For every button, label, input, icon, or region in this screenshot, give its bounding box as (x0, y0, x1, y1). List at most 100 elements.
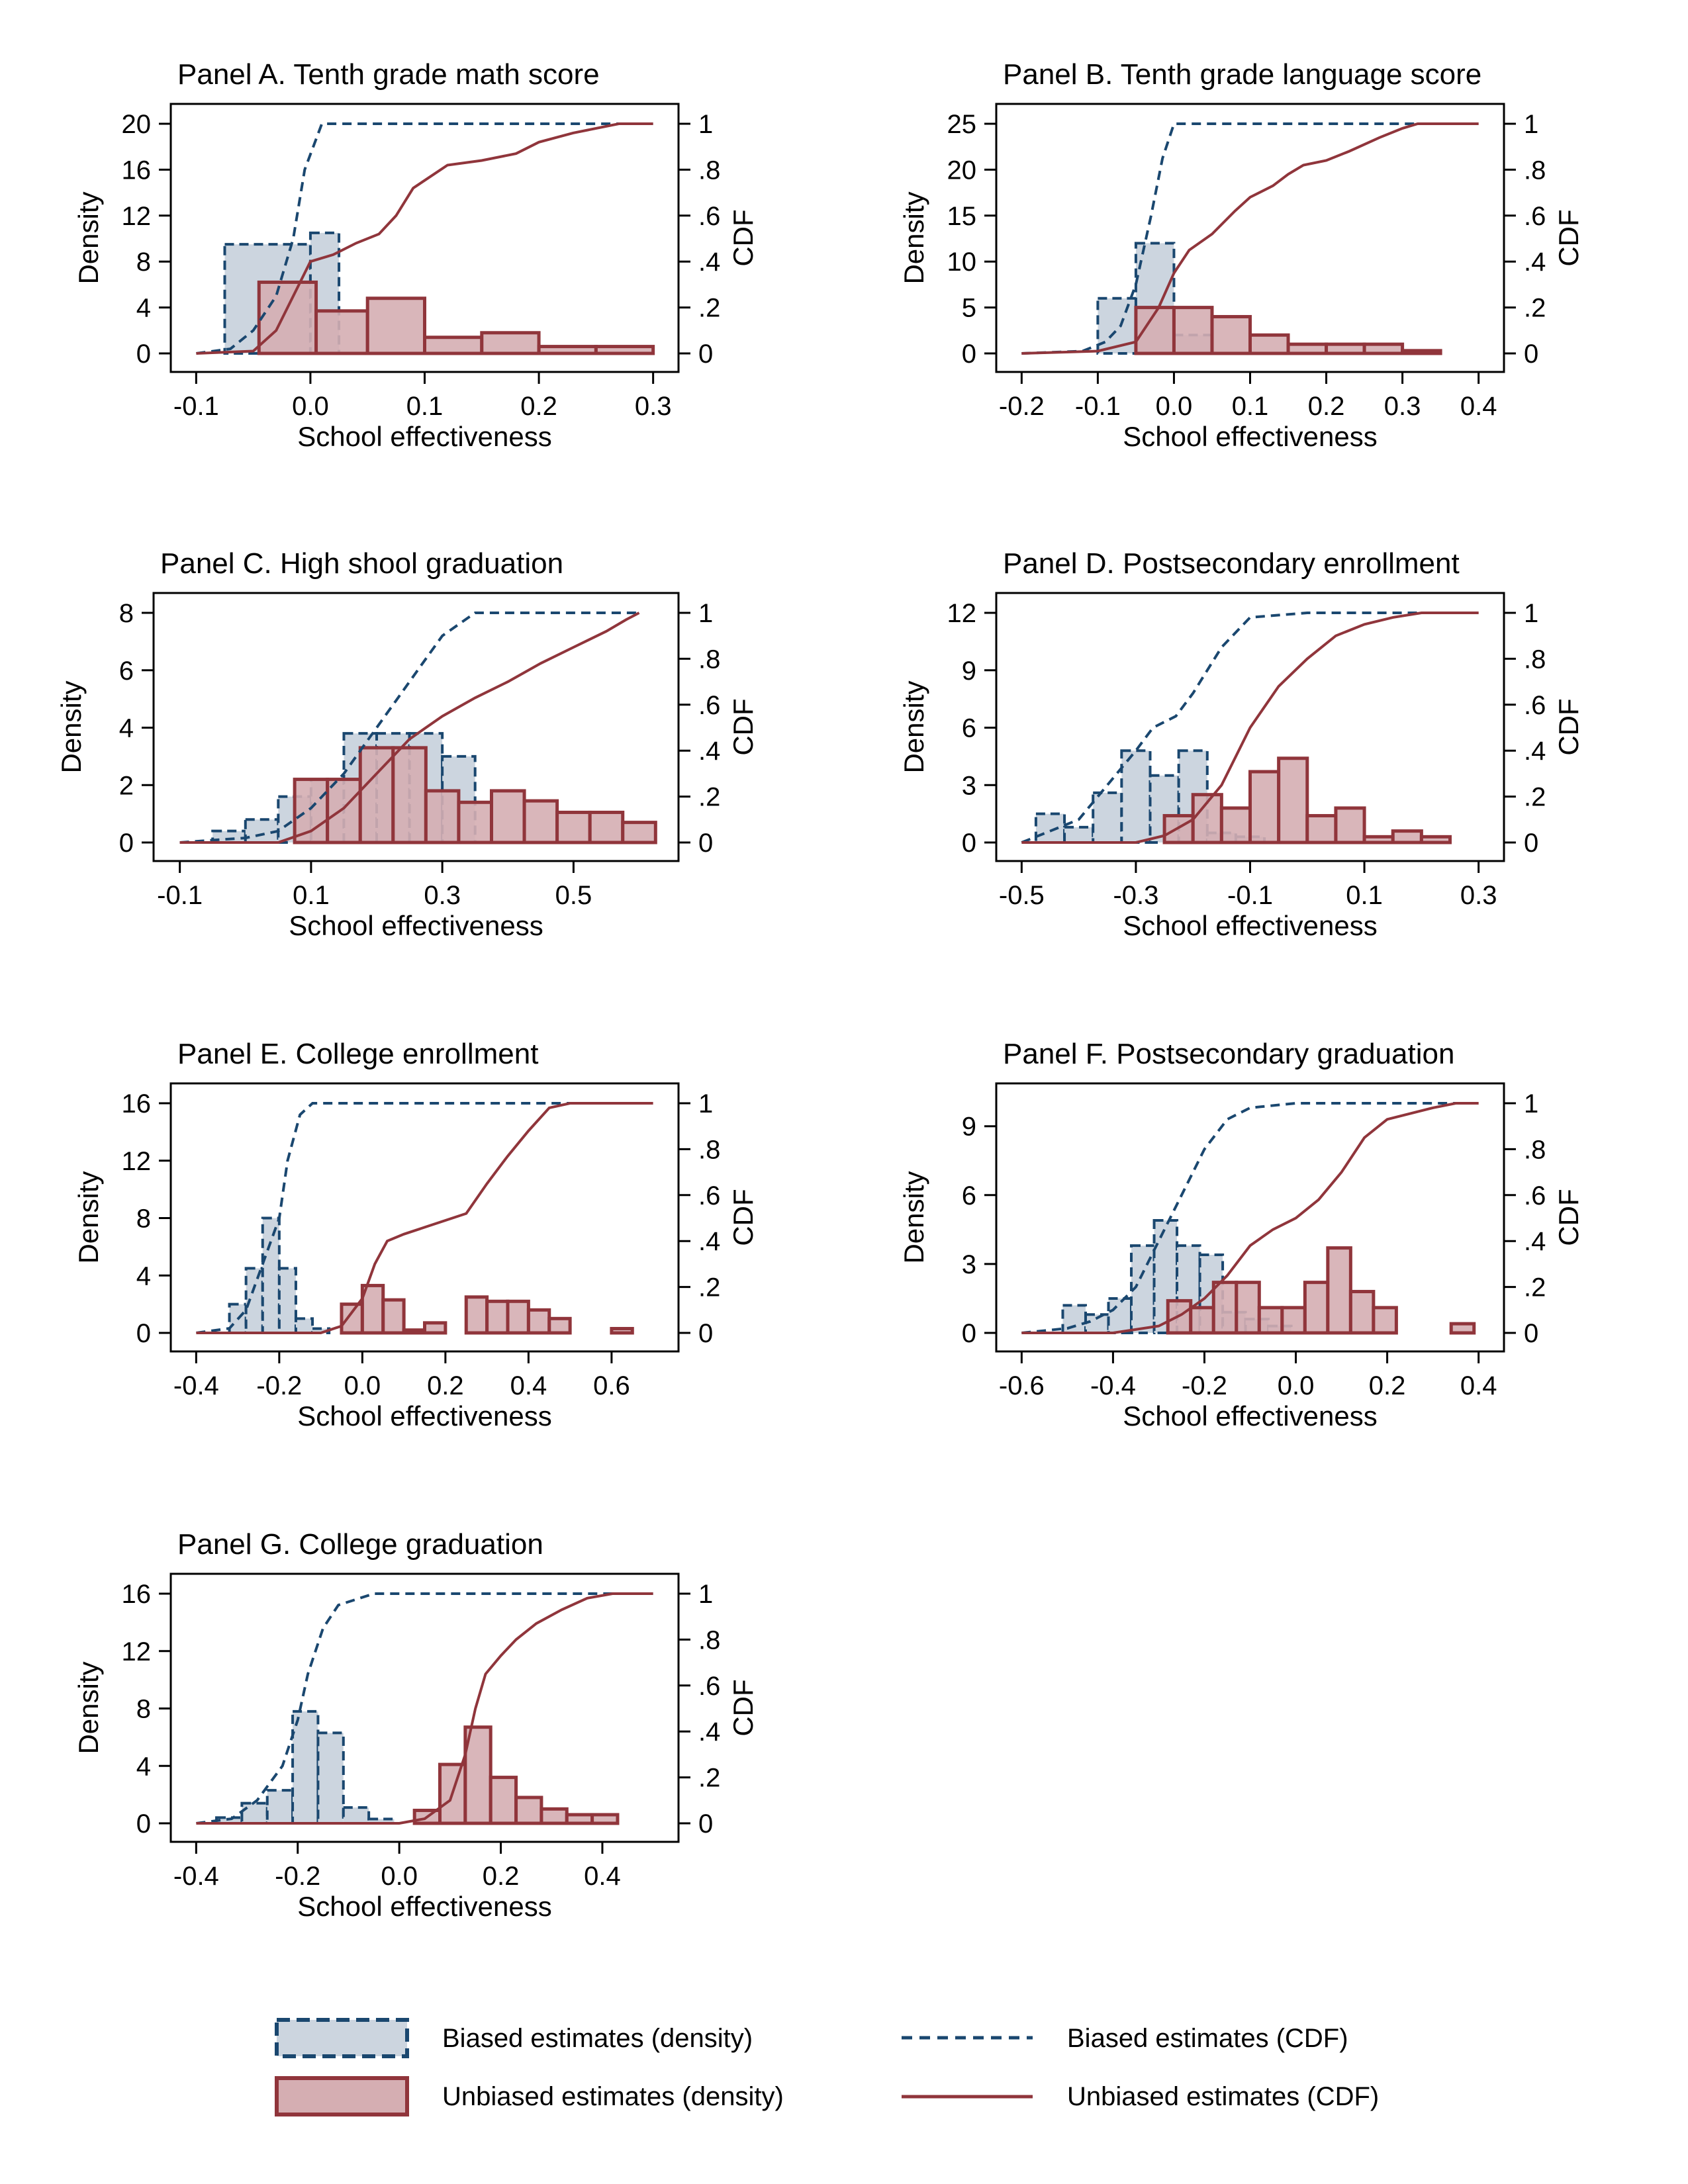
panel-f-biased-cdf-line (1021, 1102, 1479, 1334)
panel-c-y2tick-label: .6 (698, 691, 720, 720)
panel-g-ylabel: Density (73, 1661, 104, 1754)
panel-d-ylabel: Density (898, 680, 929, 773)
panel-a-xtick-label: 0.2 (520, 392, 557, 421)
panel-g-biased-density-bar (316, 1731, 345, 1825)
panel-e-unbiased-density-bar (340, 1302, 364, 1335)
panel-c-ytick-label: 6 (119, 657, 134, 686)
panel-a-y2tick-label: .4 (698, 248, 720, 277)
panel-b-y2tick-label: 1 (1524, 110, 1538, 139)
panel-f-unbiased-density-bar (1449, 1322, 1476, 1335)
panel-c-unbiased-density-bar (391, 746, 428, 844)
panel-g-y2tick-label: 0 (698, 1809, 713, 1839)
panel-f-unbiased-density-bar (1303, 1281, 1330, 1335)
panel-g-xtick-label: -0.4 (173, 1862, 219, 1891)
panel-g-plot-frame (169, 1572, 680, 1843)
panel-e-ytick-label: 8 (136, 1205, 151, 1234)
panel-b-y2tick-label: 0 (1524, 340, 1538, 369)
panel-f-ytick-label: 0 (962, 1319, 976, 1348)
panel-f-xtick-label: 0.4 (1460, 1371, 1497, 1400)
panel-d-y2tick-label: .6 (1524, 691, 1546, 720)
panel-f-xtick-label: -0.2 (1182, 1371, 1227, 1400)
panel-c-y2tick-label: .8 (698, 645, 720, 674)
legend-label-unbiased-cdf: Unbiased estimates (CDF) (1067, 2082, 1379, 2111)
panel-b-y2label: CDF (1553, 209, 1584, 266)
panel-f-unbiased-density-bar (1280, 1306, 1307, 1335)
legend-swatch-biased-density (275, 2018, 409, 2058)
panel-a-y2tick-label: 1 (698, 110, 713, 139)
panel-b-ytick-label: 10 (947, 248, 977, 277)
panel-e-unbiased-density-bar (423, 1321, 447, 1335)
panel-c-unbiased-density-bar (457, 800, 493, 844)
panel-g-ytick-label: 0 (136, 1809, 151, 1839)
panel-d-unbiased-cdf-line (1021, 612, 1479, 844)
panel-d-biased-density-bar (1034, 812, 1066, 844)
panel-a-unbiased-density-bar (594, 345, 655, 355)
panel-g-unbiased-density-bar (463, 1725, 492, 1825)
panel-f-y2tick-label: .4 (1524, 1227, 1546, 1256)
panel-c-unbiased-density-bar (522, 799, 559, 844)
panel-d-unbiased-density-bar (1248, 770, 1281, 844)
panel-a-unbiased-density-bar (314, 309, 369, 355)
panel-g-xtick-label: -0.2 (275, 1862, 320, 1891)
panel-g-ytick-label: 8 (136, 1695, 151, 1724)
panel-c-unbiased-density-bar (326, 778, 362, 844)
panel-g-biased-cdf-line (196, 1592, 653, 1825)
panel-b-xlabel: School effectiveness (1123, 421, 1377, 452)
panel-g-unbiased-density-bar (565, 1813, 594, 1825)
panel-d: 0 3 6 9 12 0 .2 .4 .6 .8 1 -0.5 -0.3 -0.1 0.1 0.3 Panel … (898, 547, 1584, 941)
panel-e-y2tick-label: .8 (698, 1135, 720, 1164)
panel-e-unbiased-density-bar (402, 1328, 427, 1335)
panel-f-biased-density-bar (1061, 1304, 1087, 1334)
panel-a-unbiased-cdf-line (196, 122, 653, 355)
panel-b-y2tick-label: .4 (1524, 248, 1546, 277)
panel-e-xtick-label: 0.0 (344, 1371, 381, 1400)
panel-f-y2tick-label: .2 (1524, 1273, 1546, 1302)
panel-f-y2tick-label: 1 (1524, 1089, 1538, 1118)
panel-a-y2tick-label: .2 (698, 294, 720, 323)
panel-b-unbiased-density-bar (1362, 342, 1405, 355)
panel-f-unbiased-density-bar (1189, 1306, 1215, 1335)
panel-a-ytick-label: 4 (136, 294, 151, 323)
panel-e-biased-density-bar (261, 1216, 281, 1334)
panel-e-title: Panel E. College enrollment (177, 1038, 538, 1070)
legend: Biased estimates (density) Unbiased esti… (275, 2018, 1379, 2116)
panel-a-xtick-label: 0.0 (292, 392, 329, 421)
panel-f-xtick-label: -0.6 (999, 1371, 1045, 1400)
panel-e-xtick-label: 0.2 (427, 1371, 464, 1400)
panel-f-xlabel: School effectiveness (1123, 1400, 1377, 1432)
panel-f-ytick-label: 6 (962, 1181, 976, 1210)
panel-e-unbiased-density-bar (547, 1316, 572, 1335)
panel-e-unbiased-density-bar (506, 1299, 530, 1335)
panel-c-y2tick-label: 1 (698, 599, 713, 628)
panel-f-unbiased-density-bar (1211, 1281, 1239, 1335)
panel-b-unbiased-density-bar (1248, 333, 1290, 355)
panel-d-xtick-label: 0.3 (1460, 881, 1497, 910)
panel-a-y2tick-label: .6 (698, 202, 720, 231)
panel-c-unbiased-density-bar (489, 789, 526, 844)
panel-a-ytick-label: 8 (136, 248, 151, 277)
panel-d-y2tick-label: 0 (1524, 829, 1538, 858)
panel-e-y2tick-label: 0 (698, 1319, 713, 1348)
panel-g-y2label: CDF (727, 1679, 759, 1736)
panel-d-xlabel: School effectiveness (1123, 910, 1377, 941)
panel-e-biased-density-bar (294, 1317, 314, 1334)
panel-c-ytick-label: 2 (119, 771, 134, 800)
panel-d-xtick-label: -0.3 (1113, 881, 1158, 910)
panel-e-unbiased-density-bar (381, 1298, 406, 1335)
panel-f-y2tick-label: .6 (1524, 1181, 1546, 1210)
panel-c-xlabel: School effectiveness (289, 910, 543, 941)
panel-g-xlabel: School effectiveness (297, 1891, 551, 1922)
panel-d-biased-density-bar (1063, 825, 1095, 844)
panel-g-ytick-label: 12 (122, 1637, 152, 1666)
panel-b-title: Panel B. Tenth grade language score (1003, 58, 1481, 91)
panel-e-xtick-label: -0.4 (173, 1371, 219, 1400)
panel-f-y2tick-label: 0 (1524, 1319, 1538, 1348)
panel-c-unbiased-cdf-line (179, 612, 640, 844)
panel-f-xtick-label: 0.2 (1369, 1371, 1406, 1400)
panel-d-unbiased-density-bar (1219, 806, 1252, 844)
panel-g-unbiased-density-bar (489, 1776, 518, 1825)
panel-b-xtick-label: 0.0 (1156, 392, 1193, 421)
